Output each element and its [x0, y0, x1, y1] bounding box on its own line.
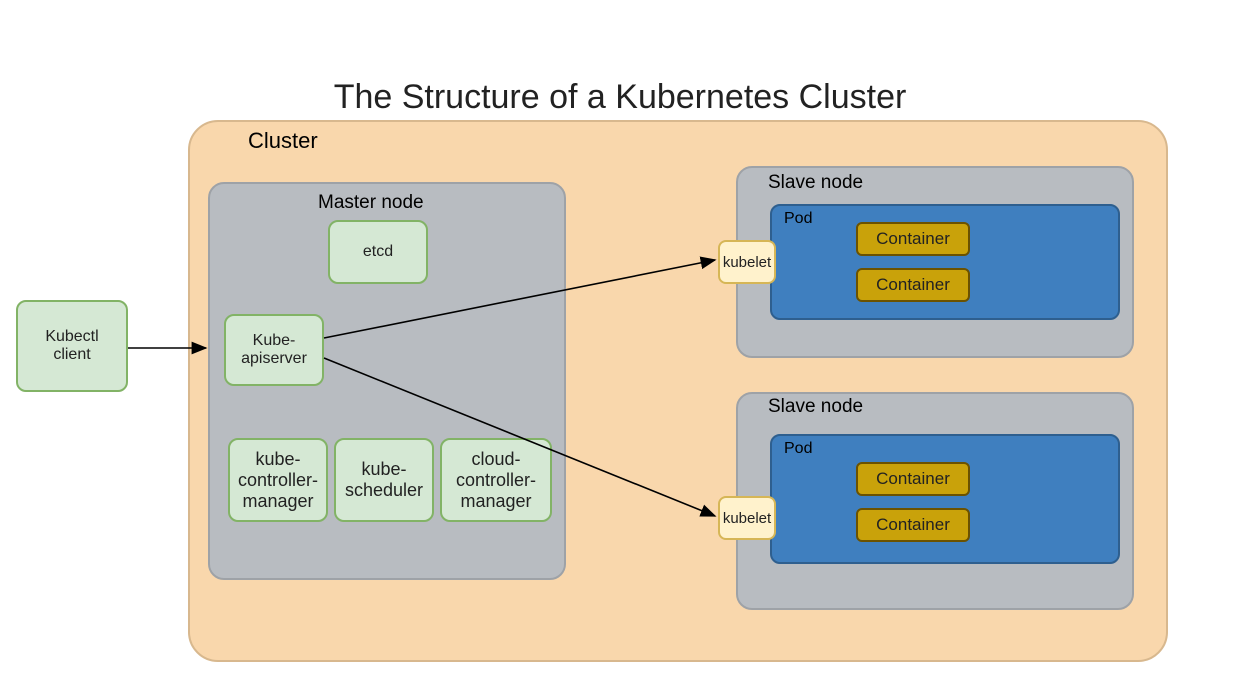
slave-node-1-label: Slave node [768, 172, 863, 194]
kubelet-2-label: kubelet [723, 510, 771, 527]
etcd-label: etcd [363, 243, 393, 261]
diagram-stage: The Structure of a Kubernetes Cluster Cl… [0, 0, 1242, 699]
container-2b-label: Container [876, 515, 950, 535]
kube-scheduler-label: kube- scheduler [345, 459, 423, 501]
kube-controller-manager-label: kube- controller- manager [238, 449, 318, 512]
kube-scheduler-box: kube- scheduler [334, 438, 434, 522]
container-1a-label: Container [876, 229, 950, 249]
container-1b-label: Container [876, 275, 950, 295]
slave-node-2-label: Slave node [768, 396, 863, 418]
cloud-controller-manager-box: cloud- controller- manager [440, 438, 552, 522]
pod-1-label: Pod [784, 210, 812, 228]
container-1a-box: Container [856, 222, 970, 256]
cloud-controller-manager-label: cloud- controller- manager [456, 449, 536, 512]
etcd-box: etcd [328, 220, 428, 284]
master-node-label: Master node [318, 192, 424, 214]
kubelet-1-label: kubelet [723, 254, 771, 271]
kubectl-client-box: Kubectl client [16, 300, 128, 392]
pod-2-label: Pod [784, 440, 812, 458]
kubectl-client-label: Kubectl client [45, 328, 98, 364]
cluster-label: Cluster [248, 128, 318, 154]
container-2a-label: Container [876, 469, 950, 489]
kube-apiserver-label: Kube- apiserver [241, 332, 307, 368]
kubelet-2-box: kubelet [718, 496, 776, 540]
kube-apiserver-box: Kube- apiserver [224, 314, 324, 386]
kube-controller-manager-box: kube- controller- manager [228, 438, 328, 522]
container-2b-box: Container [856, 508, 970, 542]
diagram-title: The Structure of a Kubernetes Cluster [300, 78, 940, 117]
container-1b-box: Container [856, 268, 970, 302]
kubelet-1-box: kubelet [718, 240, 776, 284]
pod-2-box [770, 434, 1120, 564]
container-2a-box: Container [856, 462, 970, 496]
